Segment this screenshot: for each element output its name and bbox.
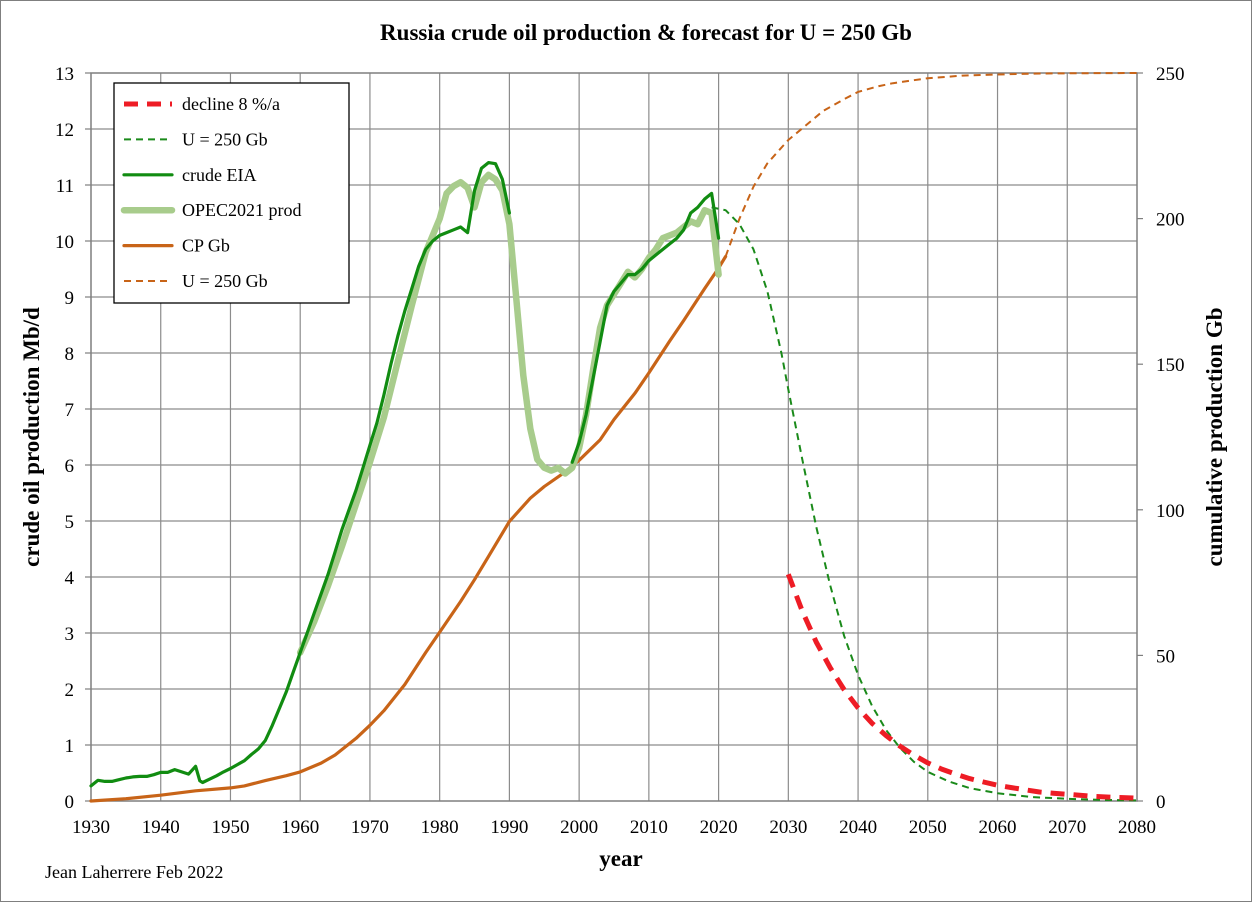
x-tick-label: 1990 [490,817,528,838]
y-left-tick-label: 9 [65,288,75,309]
x-tick-label: 2050 [909,817,947,838]
plot-area-border [90,72,1138,802]
legend-label: U = 250 Gb [182,271,268,291]
x-tick-label: 2020 [700,817,738,838]
series-line-5 [89,254,728,803]
x-tick-label: 1940 [142,817,180,838]
legend-label: OPEC2021 prod [182,200,302,220]
series-line-3 [570,191,721,464]
grid [91,73,1137,801]
legend-box [113,82,350,304]
tick-labels: 1930 1940 1950 1960 1970 1980 1990 2000 2010 2020… [55,64,1185,838]
series-line-1 [711,206,1138,802]
y-left-tick-label: 8 [65,344,75,365]
y-left-tick-label: 3 [65,624,75,645]
x-tick-label: 2080 [1118,817,1156,838]
y-left-tick-label: 10 [55,232,74,253]
x-tick-label: 2070 [1048,817,1086,838]
x-tick-label: 1950 [211,817,249,838]
series-line-2 [89,161,511,788]
y-right-tick-label: 100 [1156,501,1185,522]
data-series [89,72,1138,803]
y-left-tick-label: 11 [56,176,74,197]
x-tick-label: 1970 [351,817,389,838]
y-left-tick-label: 6 [65,456,75,477]
legend-label: crude EIA [182,165,256,185]
y-left-tick-label: 0 [65,792,75,813]
legend-label: CP Gb [182,236,230,256]
legend-label: U = 250 Gb [182,129,268,149]
y-left-tick-label: 12 [55,120,74,141]
y-axis-left-title: crude oil production Mb/d [19,307,44,567]
x-tick-label: 1980 [421,817,459,838]
chart-title: Russia crude oil production & forecast f… [380,20,912,45]
x-tick-label: 2040 [839,817,877,838]
legend: decline 8 %/a U = 250 Gb crude EIA OPEC2021… [113,82,350,304]
y-left-tick-label: 7 [65,400,75,421]
legend-label: decline 8 %/a [182,94,280,114]
y-left-tick-label: 1 [65,736,75,757]
y-axis-right-title: cumulative production Gb [1202,308,1227,567]
x-tick-label: 2010 [630,817,668,838]
x-tick-label: 2060 [979,817,1017,838]
y-left-tick-label: 2 [65,680,75,701]
x-tick-label: 2000 [560,817,598,838]
y-left-tick-label: 13 [55,64,74,85]
x-tick-label: 1930 [72,817,110,838]
y-left-tick-label: 5 [65,512,75,533]
author-credit: Jean Laherrere Feb 2022 [45,862,223,882]
y-right-tick-label: 0 [1156,792,1166,813]
series-line-0 [785,573,1138,801]
y-right-tick-label: 50 [1156,646,1175,667]
y-left-tick-label: 4 [65,568,75,589]
series-line-6 [724,72,1138,257]
x-tick-label: 1960 [281,817,319,838]
series-line-4 [296,171,722,656]
y-right-tick-label: 250 [1156,64,1185,85]
y-right-tick-label: 150 [1156,355,1185,376]
x-tick-label: 2030 [769,817,807,838]
y-right-tick-label: 200 [1156,210,1185,231]
x-axis-title: year [599,846,642,871]
